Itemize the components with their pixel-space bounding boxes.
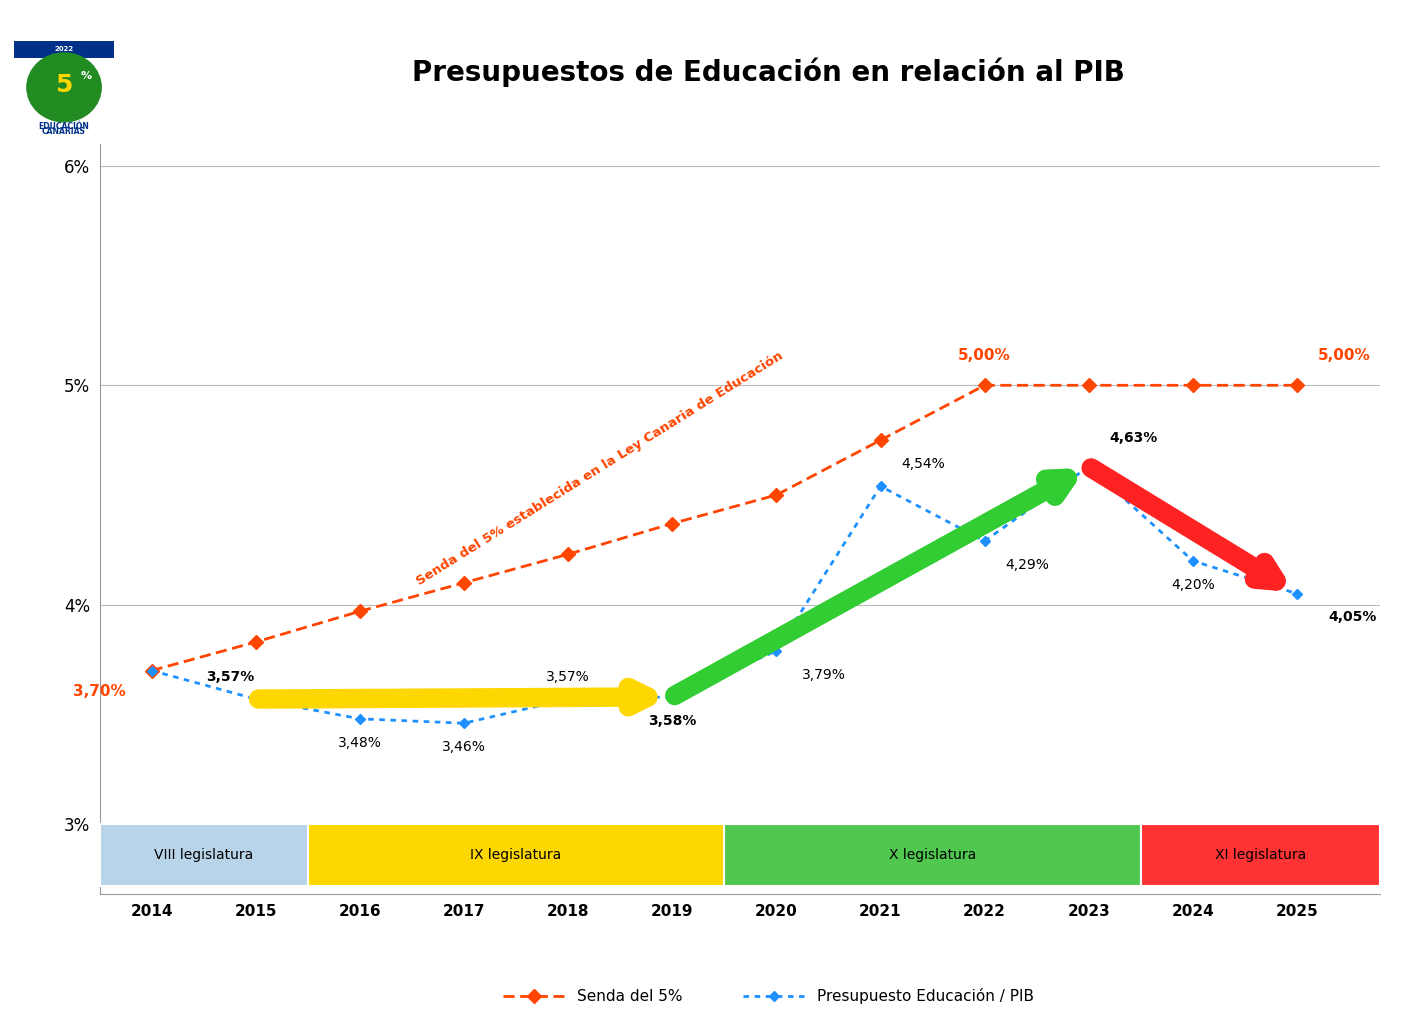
Presupuesto Educación / PIB [559, 693, 576, 705]
Presupuesto Educación / PIB [248, 693, 265, 705]
Presupuesto Educación / PIB [1184, 555, 1201, 567]
Legend: Senda del 5%, Presupuesto Educación / PIB: Senda del 5%, Presupuesto Educación / PI… [497, 982, 1040, 1011]
Senda del 5% [976, 379, 993, 392]
Presupuesto Educación / PIB [1288, 588, 1305, 600]
Presupuesto Educación / PIB [663, 691, 680, 703]
Presupuesto Educación / PIB [768, 645, 785, 657]
Presupuesto Educación / PIB [976, 535, 993, 547]
Senda del 5% [872, 434, 889, 446]
Text: 5,00%: 5,00% [1318, 348, 1370, 363]
Senda del 5% [663, 517, 680, 529]
Text: 5: 5 [55, 73, 73, 97]
Senda del 5% [559, 548, 576, 560]
Text: 3,58%: 3,58% [647, 713, 696, 728]
Senda del 5% [1080, 379, 1097, 392]
Senda del 5% [768, 489, 785, 502]
Text: EDUCACIÓN: EDUCACIÓN [38, 121, 90, 131]
Bar [14, 41, 114, 58]
Presupuesto Educación / PIB [872, 480, 889, 492]
Text: 2022: 2022 [54, 46, 74, 52]
Presupuesto Educación / PIB [144, 664, 161, 676]
Presupuesto Educación / PIB [1080, 461, 1097, 473]
Bar [100, 824, 307, 885]
Presupuesto Educación / PIB [455, 718, 472, 730]
Bar [1141, 824, 1380, 885]
Text: IX legislatura: IX legislatura [471, 848, 562, 861]
Senda del 5% [351, 605, 369, 618]
Text: 4,20%: 4,20% [1171, 578, 1215, 591]
Line: Senda del 5%: Senda del 5% [147, 380, 1302, 675]
Text: Presupuestos de Educación en relación al PIB: Presupuestos de Educación en relación al… [413, 58, 1124, 86]
Text: 3,79%: 3,79% [803, 667, 847, 682]
Text: X legislatura: X legislatura [889, 848, 976, 861]
Text: 3,57%: 3,57% [546, 669, 591, 684]
Text: Senda del 5% establecida en la Ley Canaria de Educación: Senda del 5% establecida en la Ley Canar… [414, 350, 785, 588]
Text: CANARIAS: CANARIAS [43, 127, 85, 137]
Bar [724, 824, 1141, 885]
Text: 4,05%: 4,05% [1328, 611, 1376, 624]
Circle shape [26, 52, 102, 122]
Presupuesto Educación / PIB [351, 712, 369, 725]
Bar [307, 824, 724, 885]
Senda del 5% [1288, 379, 1305, 392]
Line: Presupuesto Educación / PIB: Presupuesto Educación / PIB [148, 463, 1301, 727]
Text: %: % [80, 71, 91, 81]
Text: 3,48%: 3,48% [339, 736, 381, 749]
Text: 3,70%: 3,70% [73, 684, 125, 699]
Text: 5,00%: 5,00% [958, 348, 1010, 363]
Text: 4,63%: 4,63% [1110, 431, 1158, 444]
Text: 3,57%: 3,57% [206, 669, 253, 684]
Text: 4,29%: 4,29% [1006, 558, 1049, 572]
Senda del 5% [248, 636, 265, 649]
Text: 3,46%: 3,46% [443, 740, 487, 754]
Text: VIII legislatura: VIII legislatura [154, 848, 253, 861]
Text: XI legislatura: XI legislatura [1215, 848, 1306, 861]
Senda del 5% [1184, 379, 1201, 392]
Senda del 5% [144, 664, 161, 676]
Senda del 5% [455, 577, 472, 589]
Text: 4,54%: 4,54% [901, 456, 945, 471]
